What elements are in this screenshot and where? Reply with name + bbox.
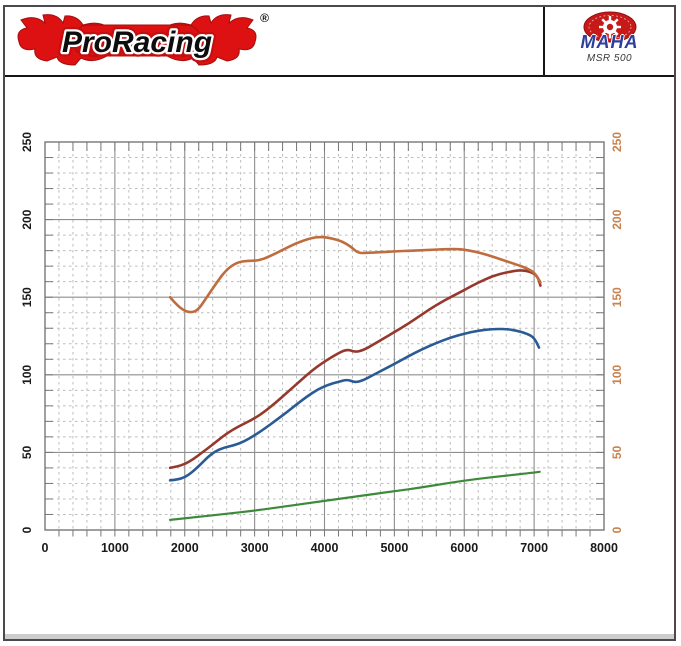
svg-text:100: 100 xyxy=(20,364,34,384)
y-axis-labels-left: 0 50 100 150 200 250 xyxy=(20,132,34,534)
x-axis-labels: 0 1000 2000 3000 4000 5000 6000 7000 8000 xyxy=(42,541,618,555)
svg-text:200: 200 xyxy=(610,209,624,229)
axis-ticks xyxy=(45,142,604,537)
chart-area: 0 1000 2000 3000 4000 5000 6000 7000 8000 0 50 100 1… xyxy=(5,77,674,639)
maha-emblem-icon xyxy=(583,11,636,43)
svg-text:4000: 4000 xyxy=(311,541,339,555)
svg-text:250: 250 xyxy=(610,132,624,152)
svg-text:5000: 5000 xyxy=(380,541,408,555)
svg-text:6000: 6000 xyxy=(450,541,478,555)
svg-text:7000: 7000 xyxy=(520,541,548,555)
svg-text:1000: 1000 xyxy=(101,541,129,555)
grid-major xyxy=(45,142,604,530)
svg-text:250: 250 xyxy=(20,132,34,152)
plot-border xyxy=(44,141,605,531)
svg-text:3000: 3000 xyxy=(241,541,269,555)
svg-text:0: 0 xyxy=(610,526,624,533)
power-stock-curve-blue xyxy=(168,327,541,482)
svg-text:8000: 8000 xyxy=(590,541,618,555)
maha-wordmark: MAHA xyxy=(580,32,639,52)
svg-text:0: 0 xyxy=(42,541,49,555)
brand-text: ProRacing xyxy=(62,26,212,59)
y-axis-labels-right: 0 50 100 150 200 250 xyxy=(610,132,624,534)
scan-edge xyxy=(5,634,674,639)
svg-text:50: 50 xyxy=(610,445,624,459)
svg-text:2000: 2000 xyxy=(171,541,199,555)
drag-power-curve-green xyxy=(169,470,541,521)
brand-text-outline-red: ProRacing xyxy=(62,26,212,59)
brand-text-outline-white: ProRacing xyxy=(62,26,212,59)
registered-trademark-symbol: ® xyxy=(260,11,269,25)
svg-text:200: 200 xyxy=(20,209,34,229)
torque-curve-orange xyxy=(168,235,542,314)
dyno-report-sheet: ProRacing ProRacing ProRacing ® xyxy=(3,5,676,641)
svg-text:100: 100 xyxy=(610,364,624,384)
dyno-chart-svg: 0 1000 2000 3000 4000 5000 6000 7000 80000501001… xyxy=(20,132,624,555)
svg-text:150: 150 xyxy=(20,287,34,307)
device-model-label: MSR 500 xyxy=(586,53,633,64)
report-header: ProRacing ProRacing ProRacing ® xyxy=(5,7,674,77)
svg-text:0: 0 xyxy=(20,526,34,533)
power-tuned-curve-red xyxy=(168,269,542,470)
proracing-flame-logo-icon: ProRacing ProRacing ProRacing xyxy=(17,14,257,66)
svg-text:150: 150 xyxy=(610,287,624,307)
svg-text:50: 50 xyxy=(20,445,34,459)
flame-center-band xyxy=(72,24,202,57)
maha-logo-cell: MAHA MSR 500 xyxy=(543,7,674,75)
grid-minor xyxy=(45,142,604,530)
proracing-logo: ProRacing ProRacing ProRacing ® xyxy=(15,11,269,70)
